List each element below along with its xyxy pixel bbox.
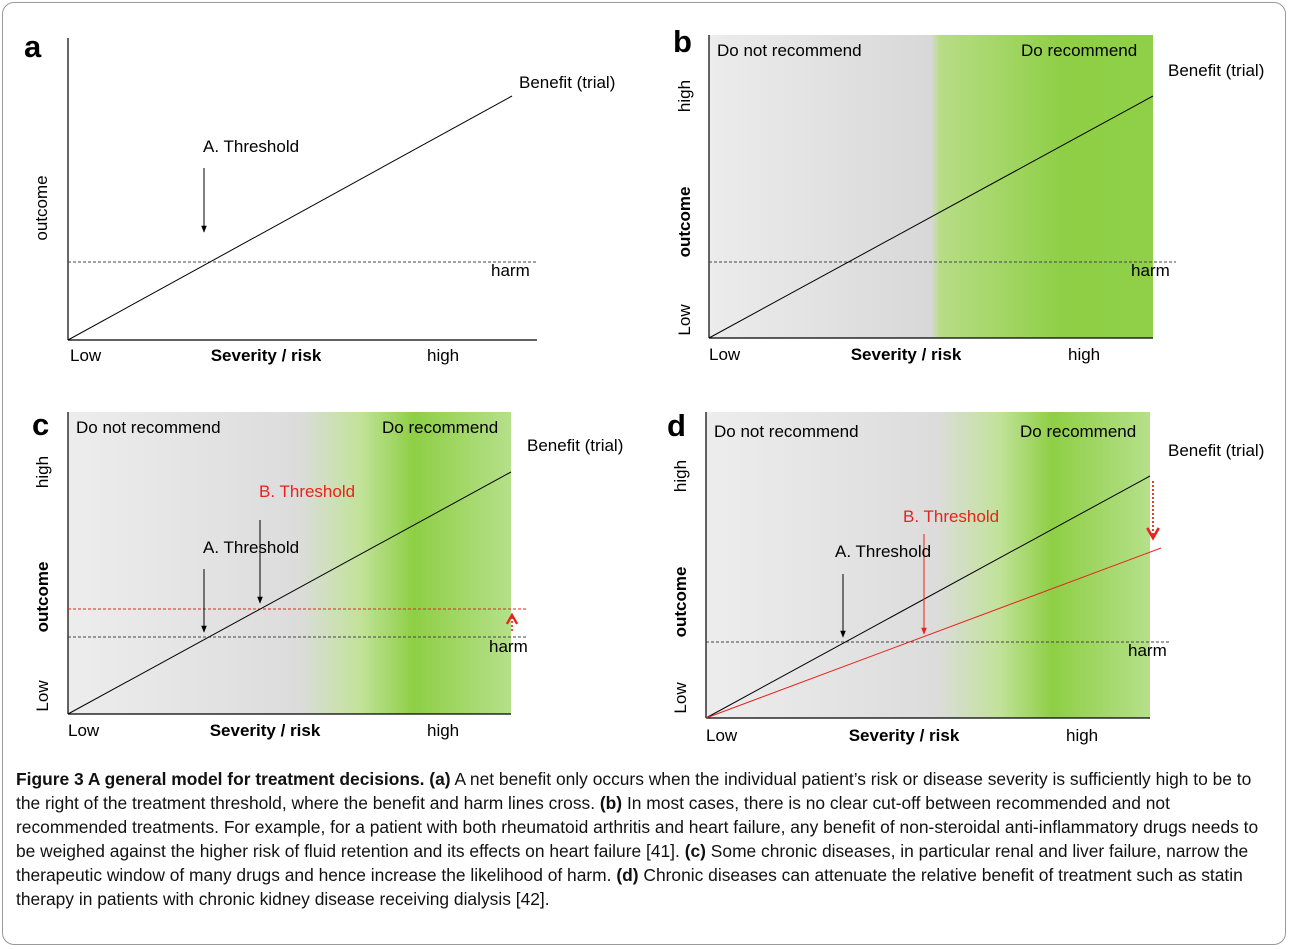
- xtick-high: high: [427, 721, 459, 740]
- ytick-high: high: [671, 460, 690, 492]
- benefit-line: [708, 95, 1154, 339]
- harm-label: harm: [491, 261, 530, 280]
- threshold-a-label: A. Threshold: [203, 538, 299, 557]
- harm-label: harm: [1131, 261, 1170, 280]
- caption-text-c: Some chronic diseases, in particular ren…: [16, 841, 1249, 885]
- xtick-low: Low: [70, 346, 102, 365]
- xtick-high: high: [1066, 726, 1098, 745]
- ylabel: outcome: [675, 187, 694, 258]
- xtick-low: Low: [706, 726, 738, 745]
- benefit-label: Benefit (trial): [519, 73, 615, 92]
- caption-tag-d: (d): [616, 865, 639, 885]
- caption-text-d: Chronic diseases can attenuate the relat…: [16, 865, 1243, 909]
- caption-text-a: A net benefit only occurs when the indiv…: [16, 769, 1252, 813]
- panel-letter: c: [32, 407, 49, 442]
- xtick-low: Low: [709, 345, 741, 364]
- caption-title: Figure 3 A general model for treatment d…: [16, 769, 425, 789]
- panel-c: c Do not recommend Do recommend Benefit …: [32, 407, 623, 740]
- panel-b: b Do not recommend Do recommend Benefit …: [673, 24, 1264, 364]
- benefit-label: Benefit (trial): [1168, 61, 1264, 80]
- threshold-a-label: A. Threshold: [203, 137, 299, 156]
- xtick-high: high: [427, 346, 459, 365]
- benefit-label: Benefit (trial): [527, 436, 623, 455]
- zone-recommend: Do recommend: [382, 418, 498, 437]
- xlabel: Severity / risk: [211, 346, 322, 365]
- xlabel: Severity / risk: [849, 726, 960, 745]
- harm-label: harm: [489, 637, 528, 656]
- threshold-b-label: B. Threshold: [259, 482, 355, 501]
- zone-recommend: Do recommend: [1020, 422, 1136, 441]
- caption-text-b: In most cases, there is no clear cut-off…: [16, 793, 1259, 861]
- ytick-low: Low: [671, 682, 690, 714]
- ytick-high: high: [33, 456, 52, 488]
- harm-label: harm: [1128, 641, 1167, 660]
- panel-letter: b: [673, 24, 692, 59]
- ylabel: outcome: [33, 562, 52, 633]
- recommendation-background: [709, 35, 1153, 338]
- panel-letter: d: [667, 408, 686, 443]
- recommendation-background: [706, 412, 1150, 718]
- zone-not-recommend: Do not recommend: [717, 41, 862, 60]
- caption-tag-b: (b): [599, 793, 623, 813]
- benefit-label: Benefit (trial): [1168, 441, 1264, 460]
- figure-panels: a Benefit (trial) harm A. Threshold outc…: [24, 24, 1264, 745]
- xlabel: Severity / risk: [851, 345, 962, 364]
- ytick-low: Low: [33, 680, 52, 712]
- ytick-high: high: [675, 80, 694, 112]
- panel-d: d Do not recommend Do recommend Benefit …: [667, 408, 1264, 745]
- xlabel: Severity / risk: [210, 721, 321, 740]
- benefit-line: [67, 471, 512, 715]
- ylabel: outcome: [671, 567, 690, 638]
- zone-not-recommend: Do not recommend: [714, 422, 859, 441]
- xtick-low: Low: [68, 721, 100, 740]
- zone-not-recommend: Do not recommend: [76, 418, 221, 437]
- ytick-low: Low: [675, 304, 694, 336]
- figure-caption: Figure 3 A general model for treatment d…: [16, 767, 1278, 911]
- recommendation-background: [68, 412, 511, 714]
- attenuated-benefit-line: [705, 547, 1162, 719]
- zone-recommend: Do recommend: [1021, 41, 1137, 60]
- panel-a: a Benefit (trial) harm A. Threshold outc…: [24, 29, 615, 365]
- caption-tag-c: (c): [684, 841, 706, 861]
- benefit-line: [67, 95, 513, 341]
- threshold-a-label: A. Threshold: [835, 542, 931, 561]
- panel-letter: a: [24, 29, 42, 64]
- xtick-high: high: [1068, 345, 1100, 364]
- threshold-b-label: B. Threshold: [903, 507, 999, 526]
- caption-tag-a: (a): [429, 769, 451, 789]
- benefit-line: [705, 475, 1151, 719]
- ylabel: outcome: [32, 175, 51, 240]
